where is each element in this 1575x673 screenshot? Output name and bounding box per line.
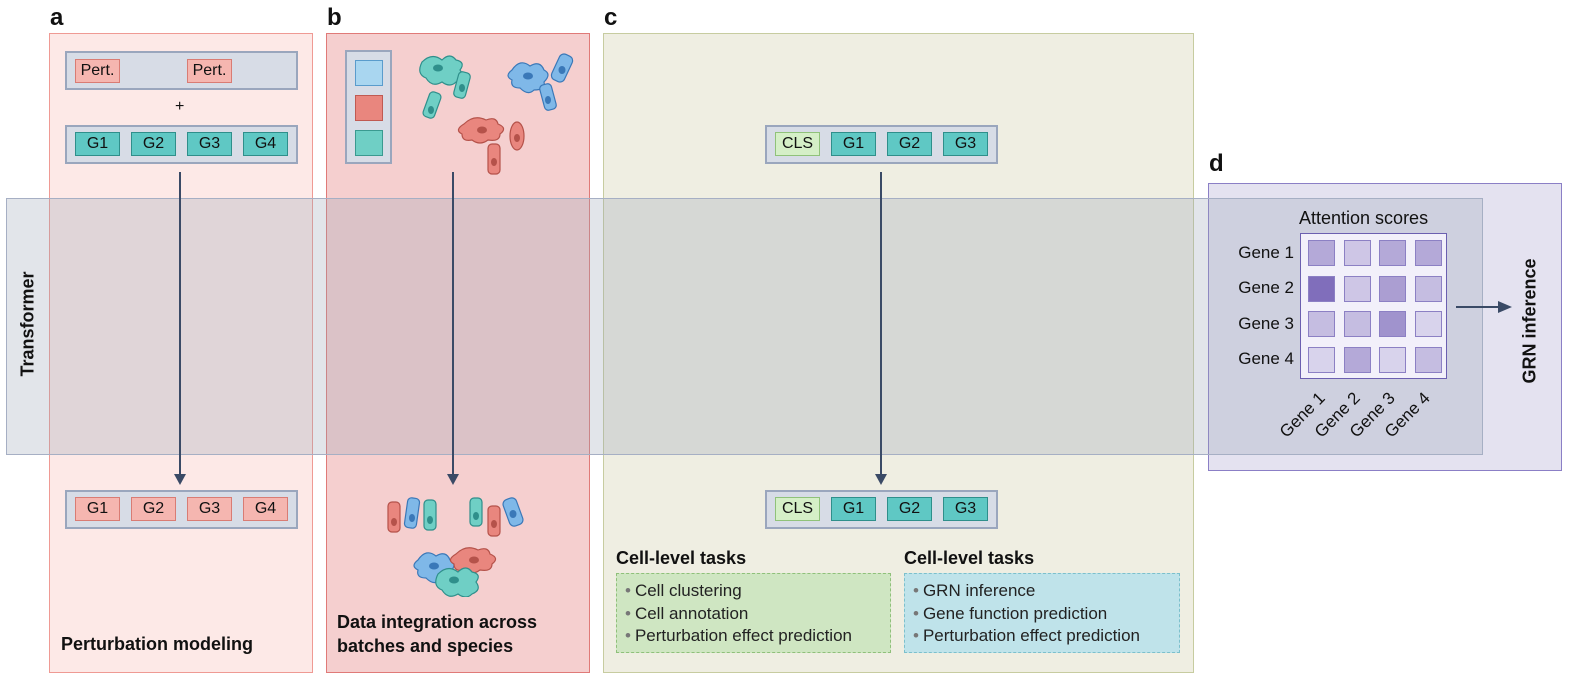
attention-cell — [1308, 275, 1335, 302]
cell-icon-teal-columnar-2 — [453, 71, 471, 99]
cell-icon-blue-columnar-2 — [539, 83, 557, 111]
cls-token-output: CLS — [775, 497, 820, 521]
task-item: • Perturbation effect prediction — [625, 626, 852, 645]
panel-b-caption-line-1: Data integration across — [337, 612, 538, 632]
batch-swatch-teal — [355, 130, 383, 156]
grn-inference-label: GRN inference — [1519, 258, 1540, 384]
attention-cell — [1379, 275, 1406, 302]
row-label-gene-3: Gene 3 — [1238, 314, 1294, 333]
transformer-band — [6, 198, 1483, 455]
panel-letter-b: b — [327, 4, 342, 31]
gene-level-tasks-title: Cell-level tasks — [904, 548, 1035, 568]
c-output-token-g2: G2 — [887, 497, 932, 521]
arrow-c-shaft — [880, 172, 882, 474]
arrow-c-head — [875, 474, 887, 485]
attention-cell — [1414, 240, 1442, 266]
arrow-b-shaft — [452, 172, 454, 474]
attention-scores-title: Attention scores — [1299, 208, 1429, 228]
grn-arrow-head — [1498, 301, 1512, 313]
pert-token-2: Pert. — [187, 59, 232, 83]
gene-token-g1: G1 — [75, 132, 120, 156]
attention-cell — [1379, 311, 1406, 337]
panel-b-caption-line-2: batches and species — [337, 636, 514, 656]
attention-cell — [1414, 311, 1442, 337]
cell-level-tasks-box: • Cell clustering • Cell annotation • Pertu… — [616, 573, 891, 653]
cell-icon-red-fibroblast — [457, 117, 505, 144]
cell-icon-red-columnar-int-1 — [387, 501, 401, 533]
c-input-token-g1: G1 — [831, 132, 876, 156]
output-token-g4: G4 — [243, 497, 288, 521]
attention-cell — [1414, 275, 1442, 302]
cell-icon-teal-fibroblast — [419, 55, 463, 86]
integrated-cells-illustration — [387, 497, 524, 597]
cell-icon-red-columnar-int-2 — [487, 505, 501, 537]
cell-icon-red-oval — [509, 121, 525, 151]
c-output-token-g3: G3 — [943, 497, 988, 521]
cell-icon-teal-fibroblast-int — [435, 567, 479, 597]
task-item: • GRN inference — [913, 581, 1036, 600]
attention-cell — [1343, 311, 1371, 337]
pert-token-1: Pert. — [75, 59, 120, 83]
panel-letter-c: c — [604, 4, 618, 31]
cell-icon-red-fibroblast-int — [449, 547, 497, 574]
cell-level-tasks-title: Cell-level tasks — [616, 548, 747, 568]
cell-icon-red-columnar — [487, 143, 501, 175]
task-item: • Perturbation effect prediction — [913, 626, 1140, 645]
row-label-gene-4: Gene 4 — [1238, 349, 1294, 368]
unintegrated-cells-illustration — [419, 53, 574, 175]
task-item: • Cell clustering — [625, 581, 742, 600]
arrow-a-head — [174, 474, 186, 485]
c-input-token-g2: G2 — [887, 132, 932, 156]
arrow-a-shaft — [179, 172, 181, 474]
cell-icon-teal-columnar-int-2 — [469, 497, 483, 527]
attention-cell — [1308, 240, 1335, 266]
gene-token-g3: G3 — [187, 132, 232, 156]
cell-icon-blue-columnar-int-2 — [502, 497, 524, 527]
gene-level-tasks-box: • GRN inference • Gene function prediction… — [904, 573, 1180, 653]
attention-cell — [1308, 311, 1335, 337]
batch-swatch-blue — [355, 60, 383, 86]
task-item: • Gene function prediction — [913, 603, 1108, 623]
panel-a-caption: Perturbation modeling — [61, 634, 254, 654]
attention-cell — [1343, 275, 1371, 302]
grn-arrow-shaft — [1456, 306, 1500, 308]
c-output-token-g1: G1 — [831, 497, 876, 521]
plus-sign: + — [175, 98, 185, 115]
cell-icon-teal-columnar-int-1 — [423, 499, 437, 531]
output-token-g2: G2 — [131, 497, 176, 521]
panel-letter-a: a — [50, 4, 64, 31]
cell-icon-blue-columnar-int — [403, 497, 421, 529]
attention-cell — [1308, 346, 1335, 373]
gene-token-g2: G2 — [131, 132, 176, 156]
cell-icon-blue-fibroblast — [507, 62, 549, 94]
row-label-gene-2: Gene 2 — [1238, 278, 1294, 297]
transformer-label: Transformer — [17, 271, 38, 377]
cell-icon-teal-columnar-1 — [422, 91, 442, 119]
row-label-gene-1: Gene 1 — [1238, 243, 1294, 262]
attention-cell — [1379, 346, 1406, 373]
attention-cell — [1414, 346, 1442, 373]
panel-letter-d: d — [1209, 150, 1224, 177]
attention-cell — [1379, 240, 1406, 266]
c-input-token-g3: G3 — [943, 132, 988, 156]
cls-token-input: CLS — [775, 132, 820, 156]
attention-matrix — [1300, 233, 1447, 379]
cell-icon-blue-columnar-1 — [550, 53, 574, 83]
task-item: • Cell annotation — [625, 603, 749, 623]
attention-cell — [1343, 346, 1371, 373]
arrow-b-head — [447, 474, 459, 485]
gene-token-g4: G4 — [243, 132, 288, 156]
batch-swatch-red — [355, 95, 383, 121]
attention-cell — [1343, 240, 1371, 266]
panel-b-caption: Data integration across batches and spec… — [337, 610, 537, 658]
output-token-g1: G1 — [75, 497, 120, 521]
output-token-g3: G3 — [187, 497, 232, 521]
